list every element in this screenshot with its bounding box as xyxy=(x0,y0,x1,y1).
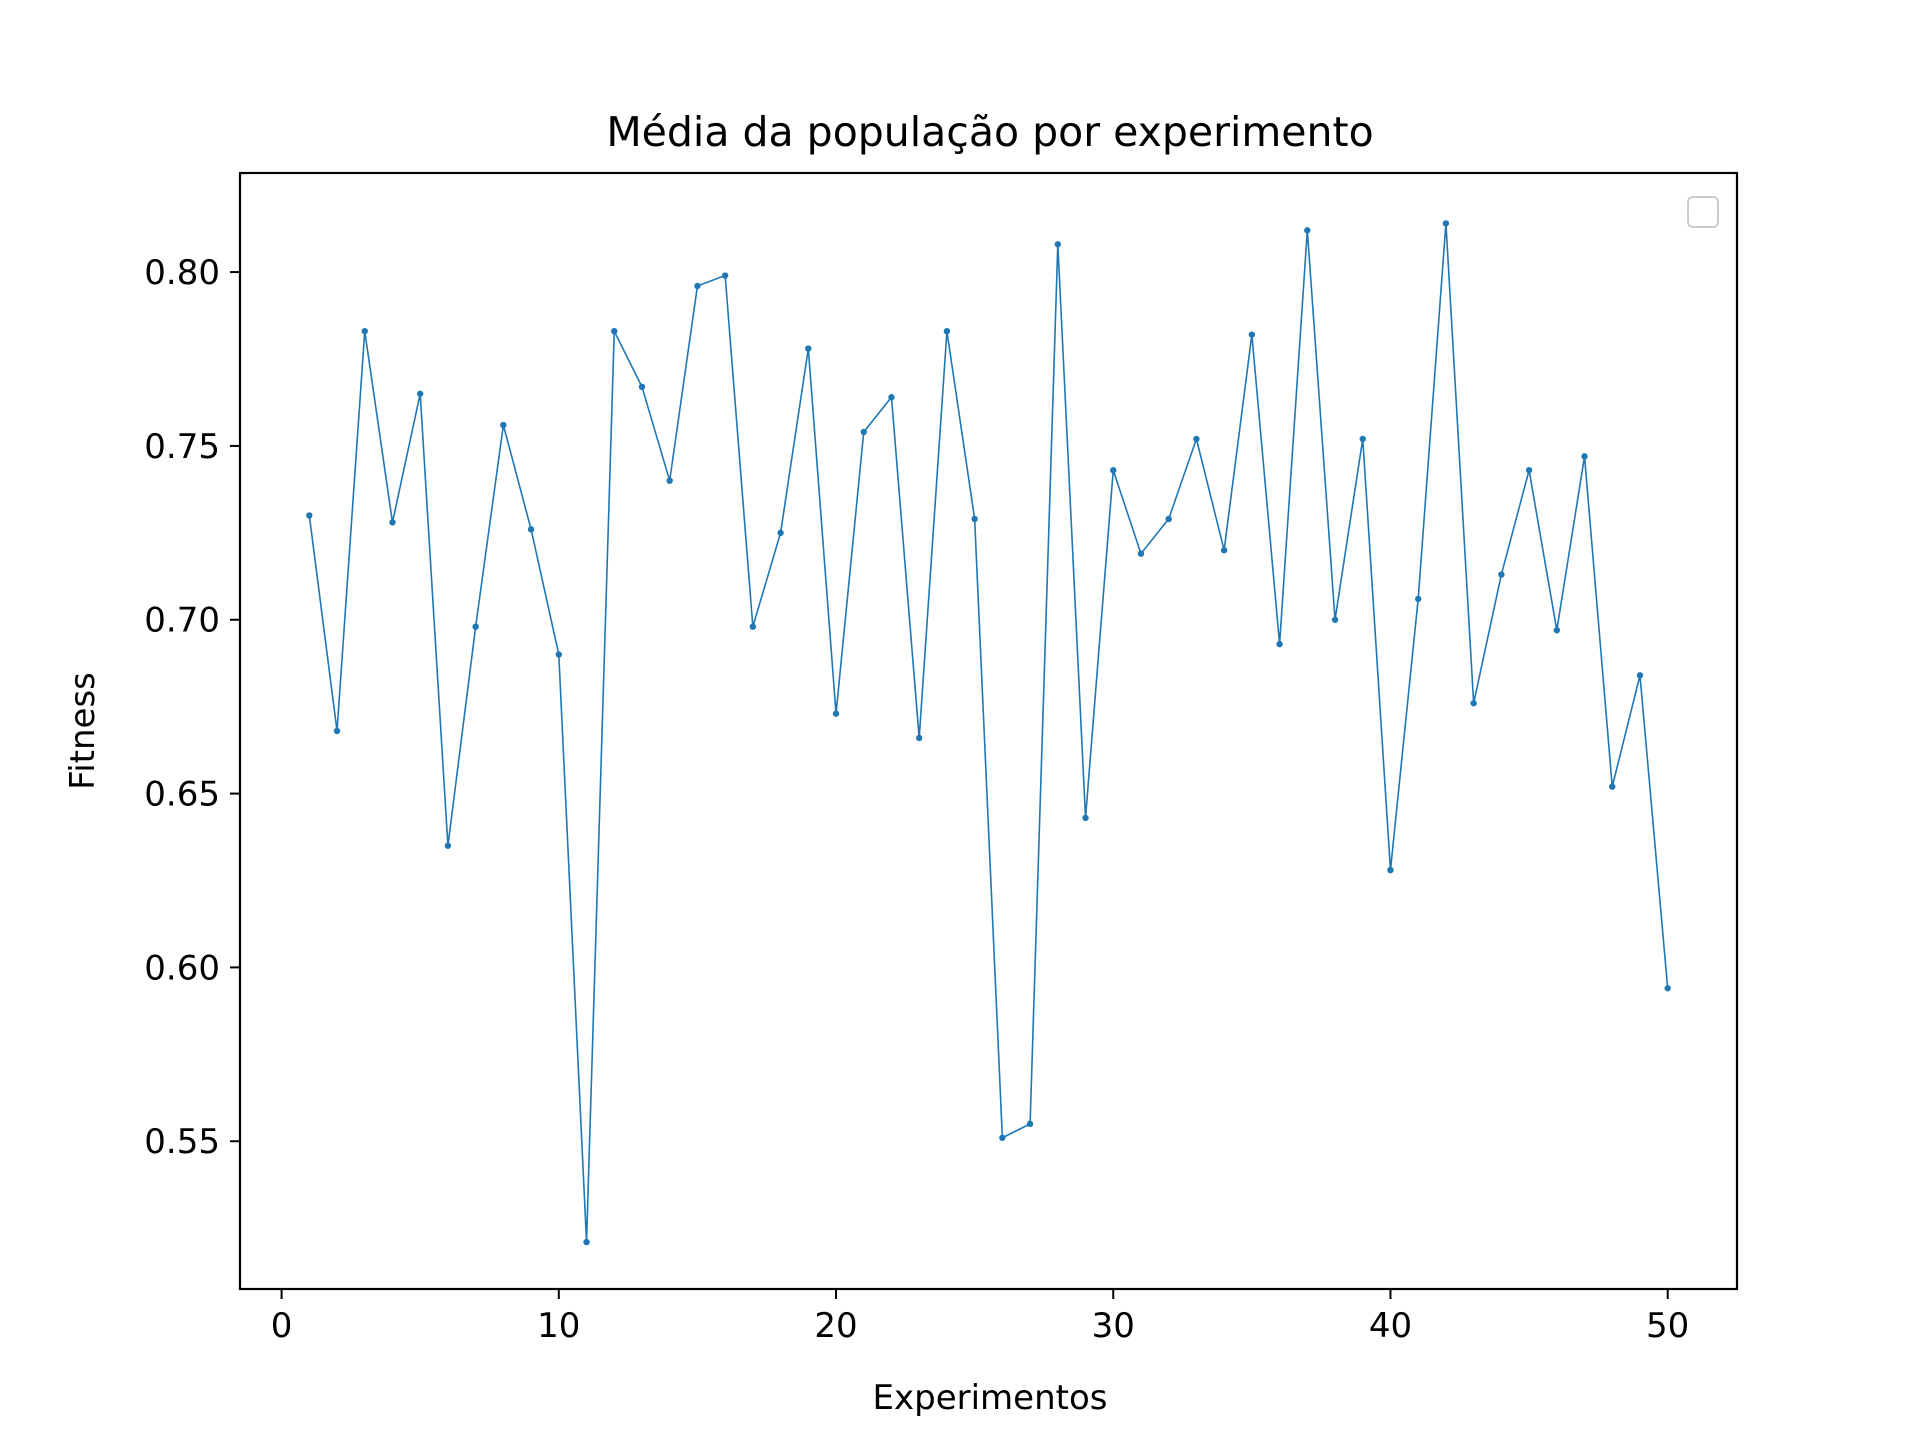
data-point xyxy=(777,529,784,537)
x-tick-label: 40 xyxy=(1369,1306,1412,1346)
y-tick-label: 0.75 xyxy=(144,427,220,467)
data-point xyxy=(1553,626,1561,634)
data-point xyxy=(500,421,507,429)
data-point xyxy=(611,327,618,335)
x-tick-label: 30 xyxy=(1092,1306,1135,1346)
plot-frame xyxy=(238,171,1739,1291)
data-point xyxy=(1054,241,1062,248)
data-point xyxy=(1276,640,1283,648)
data-point xyxy=(361,327,368,335)
y-tick-label: 0.60 xyxy=(144,948,220,988)
x-axis: 0 10 20 30 40 50 xyxy=(271,1289,1689,1346)
data-point xyxy=(1082,814,1089,822)
data-point xyxy=(1498,571,1505,578)
data-point xyxy=(805,345,812,352)
data-point xyxy=(860,428,867,436)
data-point xyxy=(721,272,729,279)
data-point xyxy=(1304,227,1311,234)
data-point xyxy=(583,1238,590,1246)
data-point xyxy=(1026,1120,1034,1128)
data-point xyxy=(527,526,535,533)
series-layer xyxy=(306,220,1671,1246)
plot-area xyxy=(238,171,1739,1291)
chart-title: Média da população por experimento xyxy=(606,108,1373,156)
data-point xyxy=(1137,550,1145,557)
y-tick-label: 0.65 xyxy=(144,775,220,815)
data-point xyxy=(1248,331,1256,338)
data-point xyxy=(1193,435,1200,443)
data-point xyxy=(1470,699,1477,707)
data-point xyxy=(1636,672,1644,679)
data-point xyxy=(555,651,563,658)
x-axis-title: Experimentos xyxy=(873,1378,1108,1418)
data-point xyxy=(1525,467,1533,474)
data-point xyxy=(1387,866,1394,874)
data-point xyxy=(1581,453,1588,460)
data-point xyxy=(416,390,424,397)
data-point xyxy=(1220,547,1228,554)
data-point xyxy=(1414,595,1422,603)
legend-box xyxy=(1687,196,1719,228)
data-point xyxy=(832,710,840,717)
y-tick-label: 0.55 xyxy=(144,1122,220,1162)
data-point xyxy=(1609,783,1616,790)
data-point xyxy=(971,515,978,523)
data-point xyxy=(1442,220,1450,227)
data-point xyxy=(694,282,701,290)
data-point xyxy=(389,519,396,526)
data-point xyxy=(472,623,479,630)
data-point xyxy=(888,394,895,401)
data-point xyxy=(444,842,452,849)
data-point xyxy=(915,734,923,742)
y-axis: 0.55 0.60 0.65 0.70 0.75 0.80 xyxy=(144,253,240,1162)
data-point xyxy=(1664,985,1671,992)
data-point xyxy=(1165,515,1172,523)
plot-background xyxy=(240,173,1737,1289)
data-point xyxy=(1331,616,1339,623)
x-tick-label: 0 xyxy=(271,1306,293,1346)
y-axis-title: Fitness xyxy=(63,672,103,790)
data-point xyxy=(638,383,646,391)
data-point xyxy=(943,327,951,335)
data-point xyxy=(666,477,673,484)
x-tick-label: 20 xyxy=(814,1306,857,1346)
data-point xyxy=(306,512,313,519)
series-line xyxy=(308,222,1669,1243)
legend xyxy=(1687,196,1719,228)
data-point xyxy=(1110,467,1117,474)
x-tick-label: 10 xyxy=(537,1306,580,1346)
x-tick-label: 50 xyxy=(1646,1306,1689,1346)
data-point xyxy=(333,727,341,735)
data-point xyxy=(999,1134,1006,1141)
data-point xyxy=(749,623,757,630)
y-tick-label: 0.80 xyxy=(144,253,220,293)
data-point xyxy=(1359,435,1366,443)
y-tick-label: 0.70 xyxy=(144,601,220,641)
